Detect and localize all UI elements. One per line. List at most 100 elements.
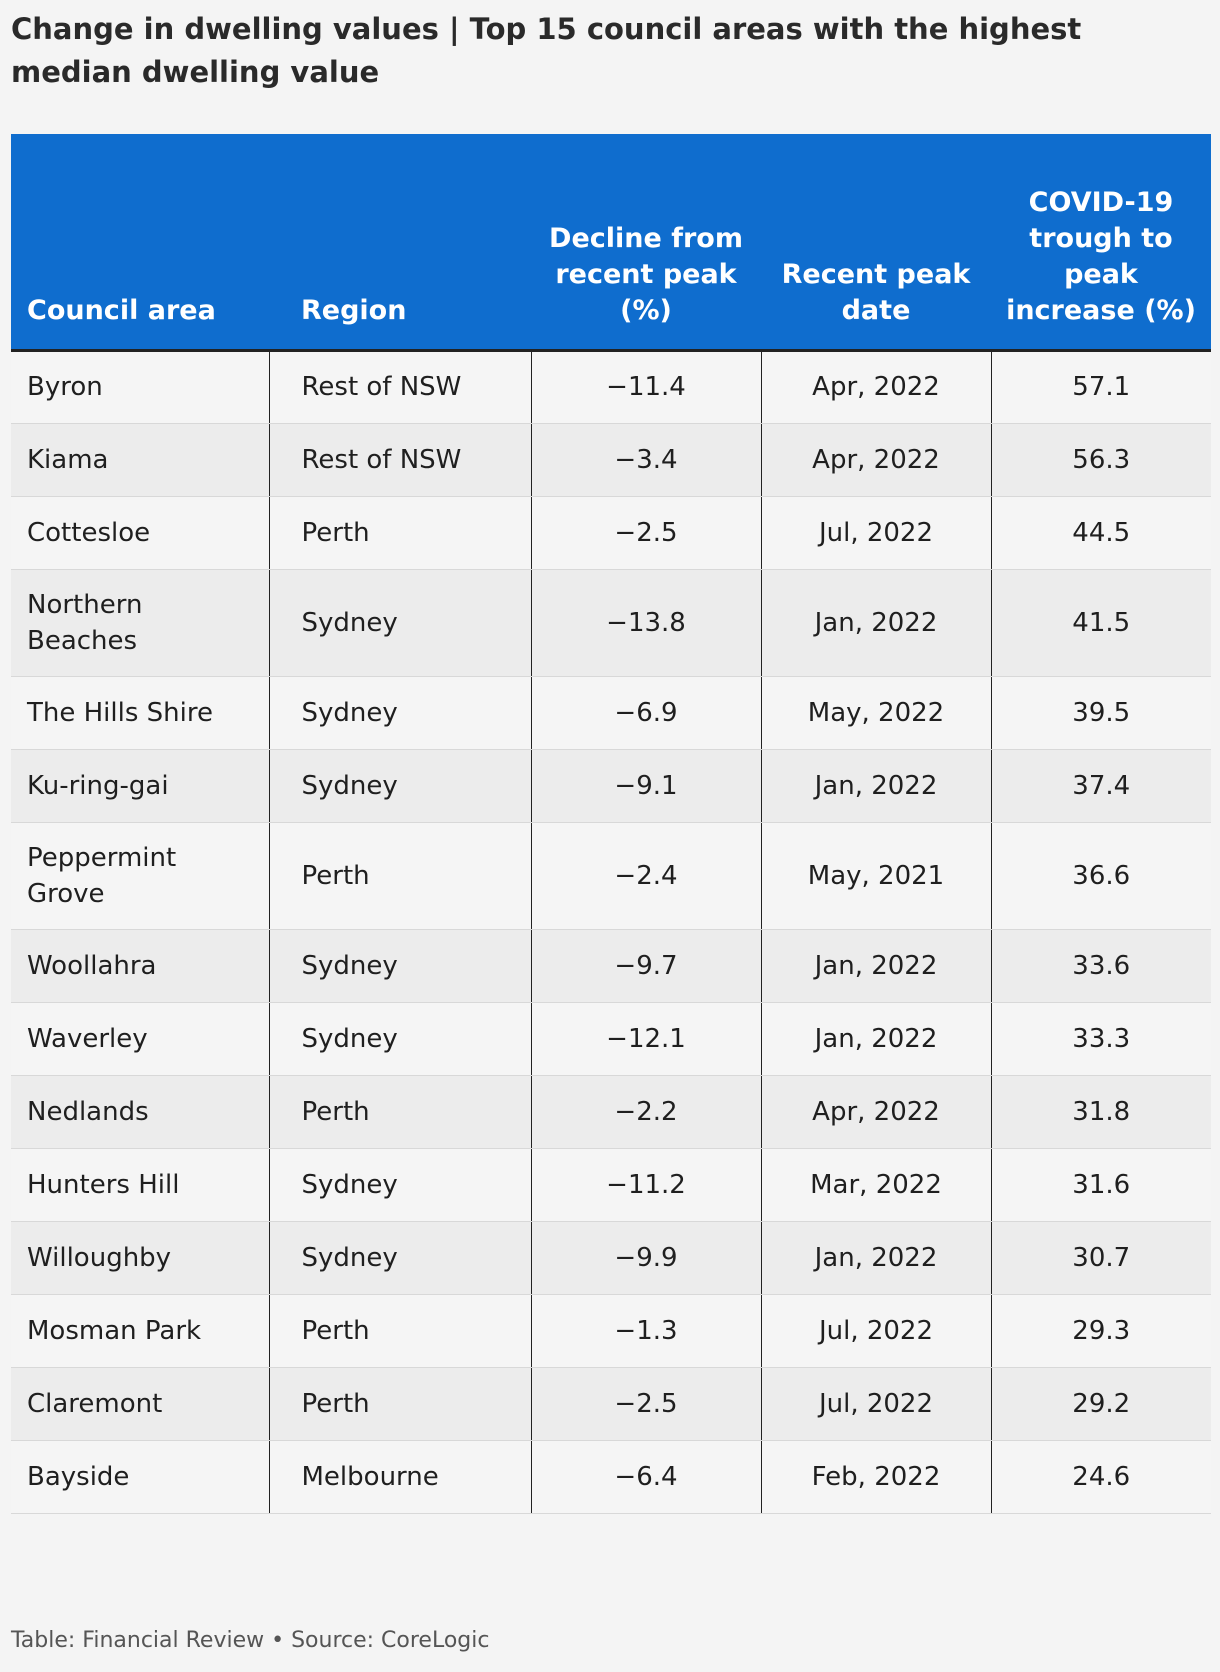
cell-council-area: Mosman Park <box>11 1294 270 1368</box>
cell-peak-date: Apr, 2022 <box>761 423 992 497</box>
table-row: Cottesloe Perth −2.5 Jul, 2022 44.5 <box>11 496 1211 570</box>
cell-decline: −6.4 <box>531 1440 762 1514</box>
cell-covid-increase: 29.2 <box>991 1367 1211 1441</box>
table-row: Kiama Rest of NSW −3.4 Apr, 2022 56.3 <box>11 423 1211 497</box>
table-row: Mosman Park Perth −1.3 Jul, 2022 29.3 <box>11 1294 1211 1368</box>
cell-region: Perth <box>269 822 532 930</box>
table-row: The Hills Shire Sydney −6.9 May, 2022 39.5 <box>11 676 1211 750</box>
column-header-covid-increase: COVID-19 trough to peak increase (%) <box>991 134 1211 352</box>
cell-region: Melbourne <box>269 1440 532 1514</box>
cell-decline: −2.4 <box>531 822 762 930</box>
cell-covid-increase: 33.6 <box>991 929 1211 1003</box>
column-header-council-area: Council area <box>11 134 269 352</box>
cell-council-area: The Hills Shire <box>11 676 270 750</box>
cell-decline: −13.8 <box>531 569 762 677</box>
cell-covid-increase: 33.3 <box>991 1002 1211 1076</box>
cell-council-area: Cottesloe <box>11 496 270 570</box>
cell-council-area: Peppermint Grove <box>11 822 270 930</box>
cell-covid-increase: 31.8 <box>991 1075 1211 1149</box>
cell-council-area: Woollahra <box>11 929 270 1003</box>
cell-covid-increase: 57.1 <box>991 350 1211 424</box>
cell-peak-date: Jan, 2022 <box>761 569 992 677</box>
cell-peak-date: Jan, 2022 <box>761 749 992 823</box>
chart-title: Change in dwelling values | Top 15 counc… <box>11 12 1082 89</box>
column-header-region: Region <box>269 134 531 352</box>
cell-decline: −2.2 <box>531 1075 762 1149</box>
cell-covid-increase: 56.3 <box>991 423 1211 497</box>
cell-region: Sydney <box>269 749 532 823</box>
cell-council-area: Hunters Hill <box>11 1148 270 1222</box>
cell-decline: −6.9 <box>531 676 762 750</box>
cell-covid-increase: 37.4 <box>991 749 1211 823</box>
table-row: Byron Rest of NSW −11.4 Apr, 2022 57.1 <box>11 350 1211 424</box>
cell-peak-date: May, 2021 <box>761 822 992 930</box>
cell-region: Sydney <box>269 569 532 677</box>
cell-region: Rest of NSW <box>269 350 532 424</box>
cell-peak-date: Jul, 2022 <box>761 1294 992 1368</box>
source-footer: Table: Financial Review • Source: CoreLo… <box>11 1628 490 1653</box>
cell-region: Sydney <box>269 676 532 750</box>
cell-decline: −12.1 <box>531 1002 762 1076</box>
data-table: Council area Region Decline from recent … <box>11 134 1211 1514</box>
table-row: Peppermint Grove Perth −2.4 May, 2021 36.6 <box>11 822 1211 930</box>
cell-region: Sydney <box>269 1002 532 1076</box>
table-row: Hunters Hill Sydney −11.2 Mar, 2022 31.6 <box>11 1148 1211 1222</box>
cell-council-area: Claremont <box>11 1367 270 1441</box>
cell-decline: −9.7 <box>531 929 762 1003</box>
cell-region: Perth <box>269 1294 532 1368</box>
cell-peak-date: Jan, 2022 <box>761 1002 992 1076</box>
cell-council-area: Ku-ring-gai <box>11 749 270 823</box>
cell-covid-increase: 31.6 <box>991 1148 1211 1222</box>
cell-council-area: Nedlands <box>11 1075 270 1149</box>
cell-region: Perth <box>269 1075 532 1149</box>
cell-covid-increase: 36.6 <box>991 822 1211 930</box>
cell-decline: −2.5 <box>531 1367 762 1441</box>
cell-council-area: Byron <box>11 350 270 424</box>
cell-decline: −1.3 <box>531 1294 762 1368</box>
table-row: Nedlands Perth −2.2 Apr, 2022 31.8 <box>11 1075 1211 1149</box>
cell-council-area: Kiama <box>11 423 270 497</box>
table-row: Woollahra Sydney −9.7 Jan, 2022 33.6 <box>11 929 1211 1003</box>
cell-peak-date: Jul, 2022 <box>761 1367 992 1441</box>
cell-council-area: Bayside <box>11 1440 270 1514</box>
cell-council-area: Northern Beaches <box>11 569 270 677</box>
cell-covid-increase: 30.7 <box>991 1221 1211 1295</box>
cell-decline: −3.4 <box>531 423 762 497</box>
table-row: Claremont Perth −2.5 Jul, 2022 29.2 <box>11 1367 1211 1441</box>
table-row: Willoughby Sydney −9.9 Jan, 2022 30.7 <box>11 1221 1211 1295</box>
cell-region: Perth <box>269 496 532 570</box>
column-header-peak-date: Recent peak date <box>761 134 991 352</box>
cell-council-area: Willoughby <box>11 1221 270 1295</box>
cell-covid-increase: 44.5 <box>991 496 1211 570</box>
cell-peak-date: Jan, 2022 <box>761 929 992 1003</box>
column-header-decline: Decline from recent peak (%) <box>531 134 761 352</box>
cell-region: Perth <box>269 1367 532 1441</box>
cell-peak-date: Jul, 2022 <box>761 496 992 570</box>
table-row: Ku-ring-gai Sydney −9.1 Jan, 2022 37.4 <box>11 749 1211 823</box>
cell-region: Sydney <box>269 929 532 1003</box>
cell-peak-date: Apr, 2022 <box>761 1075 992 1149</box>
cell-council-area: Waverley <box>11 1002 270 1076</box>
cell-covid-increase: 29.3 <box>991 1294 1211 1368</box>
cell-region: Sydney <box>269 1148 532 1222</box>
cell-peak-date: Mar, 2022 <box>761 1148 992 1222</box>
cell-decline: −9.1 <box>531 749 762 823</box>
cell-decline: −11.4 <box>531 350 762 424</box>
cell-region: Rest of NSW <box>269 423 532 497</box>
cell-peak-date: Jan, 2022 <box>761 1221 992 1295</box>
table-body: Byron Rest of NSW −11.4 Apr, 2022 57.1 Kiama R… <box>11 350 1211 1514</box>
cell-peak-date: May, 2022 <box>761 676 992 750</box>
cell-decline: −9.9 <box>531 1221 762 1295</box>
cell-region: Sydney <box>269 1221 532 1295</box>
cell-decline: −11.2 <box>531 1148 762 1222</box>
cell-peak-date: Feb, 2022 <box>761 1440 992 1514</box>
table-header-row: Council area Region Decline from recent … <box>11 134 1211 352</box>
cell-covid-increase: 41.5 <box>991 569 1211 677</box>
cell-decline: −2.5 <box>531 496 762 570</box>
cell-peak-date: Apr, 2022 <box>761 350 992 424</box>
cell-covid-increase: 39.5 <box>991 676 1211 750</box>
table-row: Northern Beaches Sydney −13.8 Jan, 2022 41.5 <box>11 569 1211 677</box>
cell-covid-increase: 24.6 <box>991 1440 1211 1514</box>
table-row: Bayside Melbourne −6.4 Feb, 2022 24.6 <box>11 1440 1211 1514</box>
table-row: Waverley Sydney −12.1 Jan, 2022 33.3 <box>11 1002 1211 1076</box>
